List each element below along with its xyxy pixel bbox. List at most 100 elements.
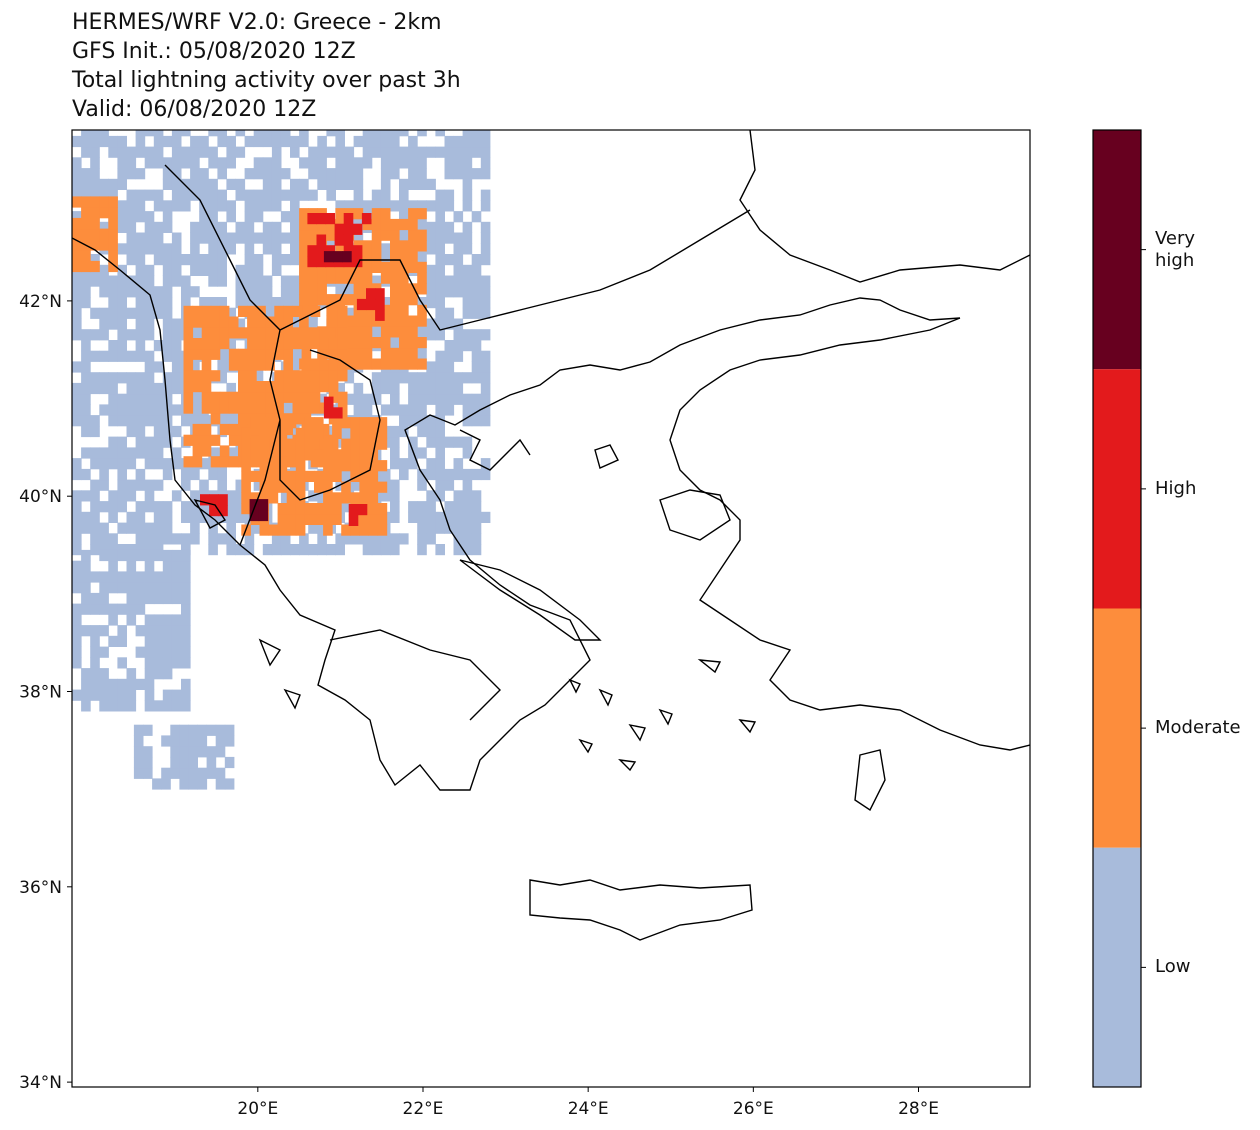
lightning-cell-low <box>72 286 82 298</box>
lightning-cell-low <box>426 490 436 502</box>
lightning-cell-low <box>144 221 155 233</box>
lightning-cell-low <box>144 501 155 513</box>
lightning-cell-low <box>244 297 255 309</box>
lightning-cell-low <box>235 130 246 137</box>
lightning-cell-moderate <box>304 417 315 429</box>
lightning-cell-low <box>444 340 455 352</box>
lightning-cell-moderate <box>408 347 418 359</box>
lightning-cell-moderate <box>274 348 284 360</box>
lightning-cell-moderate <box>81 207 91 219</box>
lightning-cell-low <box>290 189 300 201</box>
lightning-cell-low <box>81 275 91 287</box>
lightning-cell-low <box>153 700 164 712</box>
lightning-cell-low <box>226 382 236 395</box>
lightning-cell-low <box>435 232 445 244</box>
lightning-cell-moderate <box>390 294 400 306</box>
lightning-cell-high <box>361 213 372 225</box>
lightning-cell-moderate <box>286 449 297 461</box>
lightning-cell-low <box>90 146 100 158</box>
lightning-cell-moderate <box>417 283 427 295</box>
lightning-cell-moderate <box>314 449 324 461</box>
lightning-cell-high <box>218 494 228 506</box>
lightning-cell-high <box>343 234 354 246</box>
lightning-cell-low <box>453 393 464 405</box>
lightning-cell-moderate <box>371 358 382 370</box>
lightning-cell-low <box>126 668 137 680</box>
lightning-cell-low <box>426 286 436 298</box>
lightning-cell-high <box>352 223 363 235</box>
lightning-cell-moderate <box>390 272 400 284</box>
lightning-cell-low <box>126 544 137 556</box>
lightning-cell-low <box>426 382 436 395</box>
lightning-cell-low <box>133 746 144 758</box>
lightning-cell-moderate <box>210 327 221 339</box>
lightning-cell-low <box>235 264 246 276</box>
lightning-cell-low <box>317 533 327 545</box>
lightning-cell-low <box>190 221 200 233</box>
lightning-cell-low <box>90 382 100 395</box>
lightning-cell-low <box>480 297 491 309</box>
lightning-cell-low <box>317 168 327 180</box>
lightning-cell-low <box>171 635 182 647</box>
lightning-cell-low <box>199 168 209 180</box>
lightning-cell-low <box>299 189 309 201</box>
lightning-cell-low <box>380 168 391 180</box>
lightning-cell-moderate <box>359 492 369 504</box>
lightning-cell-low <box>426 232 436 244</box>
lightning-cell-low <box>126 189 137 201</box>
lightning-cell-low <box>435 404 445 416</box>
lightning-cell-low <box>380 130 391 137</box>
lightning-cell-low <box>480 458 491 470</box>
lightning-cell-moderate <box>228 391 239 403</box>
lightning-cell-low <box>271 178 282 190</box>
lightning-cell-moderate <box>301 370 312 382</box>
lightning-cell-low <box>199 479 209 491</box>
lightning-cell-moderate <box>210 434 221 446</box>
lightning-cell-low <box>308 318 318 330</box>
lightning-cell-low <box>126 582 137 594</box>
lightning-cell-low <box>108 436 118 448</box>
lightning-cell-low <box>153 297 164 309</box>
lightning-cell-low <box>290 544 300 556</box>
lightning-cell-moderate <box>319 370 330 382</box>
lightning-cell-moderate <box>408 261 418 273</box>
lightning-cell-low <box>90 533 100 545</box>
lightning-cell-low <box>453 286 464 298</box>
lightning-cell-low <box>462 479 473 491</box>
lightning-cell-low <box>235 146 246 158</box>
lightning-cell-low <box>117 522 127 534</box>
lightning-cell-low <box>190 286 200 298</box>
lightning-cell-low <box>135 544 146 556</box>
lightning-cell-low <box>181 657 191 669</box>
cyclades-islands <box>568 659 757 772</box>
lightning-cell-moderate <box>362 315 373 327</box>
lightning-cell-low <box>280 211 291 223</box>
lightning-cell-moderate <box>332 460 342 472</box>
lightning-cell-moderate <box>362 358 373 370</box>
lightning-cell-moderate <box>408 218 418 231</box>
lightning-cell-low <box>362 135 373 148</box>
lightning-cell-low <box>81 393 91 405</box>
lightning-cell-low <box>81 549 91 562</box>
lightning-cell-low <box>253 522 264 534</box>
lightning-cell-very-high <box>249 509 260 522</box>
lightning-cell-moderate <box>323 470 333 482</box>
lightning-cell-moderate <box>265 381 275 393</box>
lightning-cell-low <box>280 232 291 244</box>
lightning-cell-moderate <box>353 208 364 220</box>
lightning-cell-low <box>335 200 345 212</box>
lightning-cell-low <box>262 200 273 212</box>
lightning-cell-low <box>480 393 491 405</box>
lightning-cell-low <box>99 264 109 276</box>
lightning-cell-low <box>135 571 146 583</box>
lightning-cell-low <box>353 189 364 201</box>
lightning-cell-moderate <box>192 305 203 317</box>
lightning-cell-moderate <box>183 305 194 317</box>
lightning-cell-low <box>126 393 137 405</box>
lightning-cell-low <box>217 200 227 212</box>
lightning-cell-moderate <box>259 417 270 429</box>
lightning-cell-low <box>215 778 226 790</box>
lightning-cell-low <box>199 264 209 276</box>
lightning-cell-moderate <box>274 402 284 414</box>
lightning-cell-low <box>453 490 464 502</box>
